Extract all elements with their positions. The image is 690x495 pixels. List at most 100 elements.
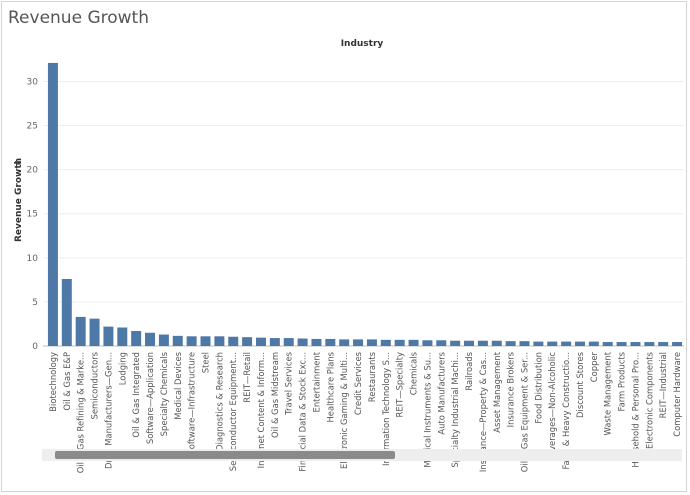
x-tick-label: Auto Manufacturers [436,352,446,435]
x-tick-label: Computer Hardware [672,352,682,437]
bar[interactable] [436,340,447,346]
x-tick-label: Drug Manufacturers—Gen... [103,352,113,469]
bar[interactable] [574,341,585,346]
bar[interactable] [325,338,336,346]
bar[interactable] [547,341,558,346]
bars [47,62,683,347]
x-tick-label: Discount Stores [575,352,585,418]
bar[interactable] [103,326,114,346]
bar[interactable] [228,336,239,346]
bar[interactable] [630,342,641,346]
x-tick-label: Food Distribution [533,352,543,424]
bar[interactable] [186,336,197,346]
x-tick-label: Medical Devices [173,352,183,420]
y-tick-label: 5 [32,298,38,308]
bar[interactable] [145,332,156,346]
bar[interactable] [519,341,530,346]
x-tick-label: Software—Infrastructure [187,352,197,455]
x-tick-label: Copper [589,351,599,382]
bar[interactable] [158,334,169,346]
x-tick-label: Farm & Heavy Constructio... [561,352,571,470]
bar[interactable] [283,338,294,346]
x-tick-label: Restaurants [367,352,377,402]
gridlines [43,80,684,347]
y-axis-ticks: 0 5 10 15 20 25 30 [27,77,39,352]
bar[interactable] [422,340,433,346]
bar[interactable] [450,340,461,346]
bar[interactable] [47,62,58,346]
bar[interactable] [644,342,655,346]
y-axis-title: Revenue Growth [14,158,24,242]
bar[interactable] [214,336,225,346]
bar[interactable] [353,339,364,346]
x-tick-label: Chemicals [409,352,419,395]
bar[interactable] [658,342,669,346]
x-tick-label: Oil & Gas E&P [62,352,72,411]
bar[interactable] [131,331,142,346]
x-tick-label: Asset Management [492,351,502,432]
bar[interactable] [200,336,211,346]
bar[interactable] [394,339,405,346]
bar[interactable] [339,339,350,346]
x-tick-label: Semiconductors [90,352,100,419]
x-tick-label: Medical Instruments & Su... [422,352,432,468]
bar[interactable] [255,337,266,346]
x-tick-label: Railroads [464,352,474,391]
x-tick-label: Internet Content & Inform... [256,352,266,468]
x-tick-label: Entertainment [311,351,321,412]
bar[interactable] [366,339,377,346]
x-tick-label: Electronic Gaming & Multi... [339,352,349,469]
bar[interactable] [61,278,72,346]
bar[interactable] [408,339,419,346]
x-tick-label: Information Technology S... [381,352,391,466]
y-tick-label: 30 [27,77,39,87]
bar[interactable] [380,339,391,346]
x-tick-label: Travel Services [284,352,294,416]
y-tick-label: 15 [27,210,38,220]
x-tick-label: REIT—Retail [242,352,252,403]
x-tick-label: Financial Data & Stock Exc... [298,352,308,472]
bar[interactable] [117,327,128,346]
bar[interactable] [311,338,322,346]
x-tick-label: Diagnostics & Research [214,352,224,451]
x-tick-label: Oil & Gas Refining & Marke... [76,352,86,473]
bar[interactable] [172,335,183,346]
bar[interactable] [505,341,516,346]
sort-descending-icon[interactable] [15,161,21,168]
y-tick-label: 20 [27,166,39,176]
bar[interactable] [242,337,253,346]
bar[interactable] [89,318,100,346]
y-tick-label: 25 [27,122,38,132]
bar[interactable] [269,338,280,346]
x-tick-label: Insurance—Property & Cas... [478,352,488,472]
x-tick-label: Oil & Gas Equipment & Ser... [520,352,530,472]
bar[interactable] [616,342,627,346]
x-tick-label: Biotechnology [48,352,58,412]
bar[interactable] [75,316,86,346]
bar[interactable] [588,341,599,346]
x-tick-label: Household & Personal Pro... [630,352,640,468]
x-tick-label: Oil & Gas Midstream [270,352,280,438]
x-tick-label: Steel [201,352,211,373]
bar[interactable] [297,338,308,347]
scrollbar-thumb[interactable] [55,451,395,459]
bar[interactable] [672,342,683,346]
x-tick-label: REIT—Industrial [658,352,668,418]
bar[interactable] [602,342,613,346]
y-tick-label: 10 [27,254,39,264]
bar[interactable] [533,341,544,346]
x-tick-label: Specialty Industrial Machi... [450,352,460,468]
x-axis-labels: Biotechnology Oil & Gas E&P Oil & Gas Refi… [48,351,682,473]
x-tick-label: Semiconductor Equipment... [228,352,238,471]
page-title: Revenue Growth [8,8,149,28]
bar[interactable] [464,340,475,346]
x-tick-label: REIT—Specialty [395,352,405,418]
x-tick-label: Oil & Gas Integrated [131,352,141,438]
bar[interactable] [491,340,502,346]
y-tick-label: 0 [32,342,38,352]
bar[interactable] [477,340,488,346]
bar[interactable] [561,341,572,346]
x-tick-label: Beverages—Non-Alcoholic [547,352,557,462]
